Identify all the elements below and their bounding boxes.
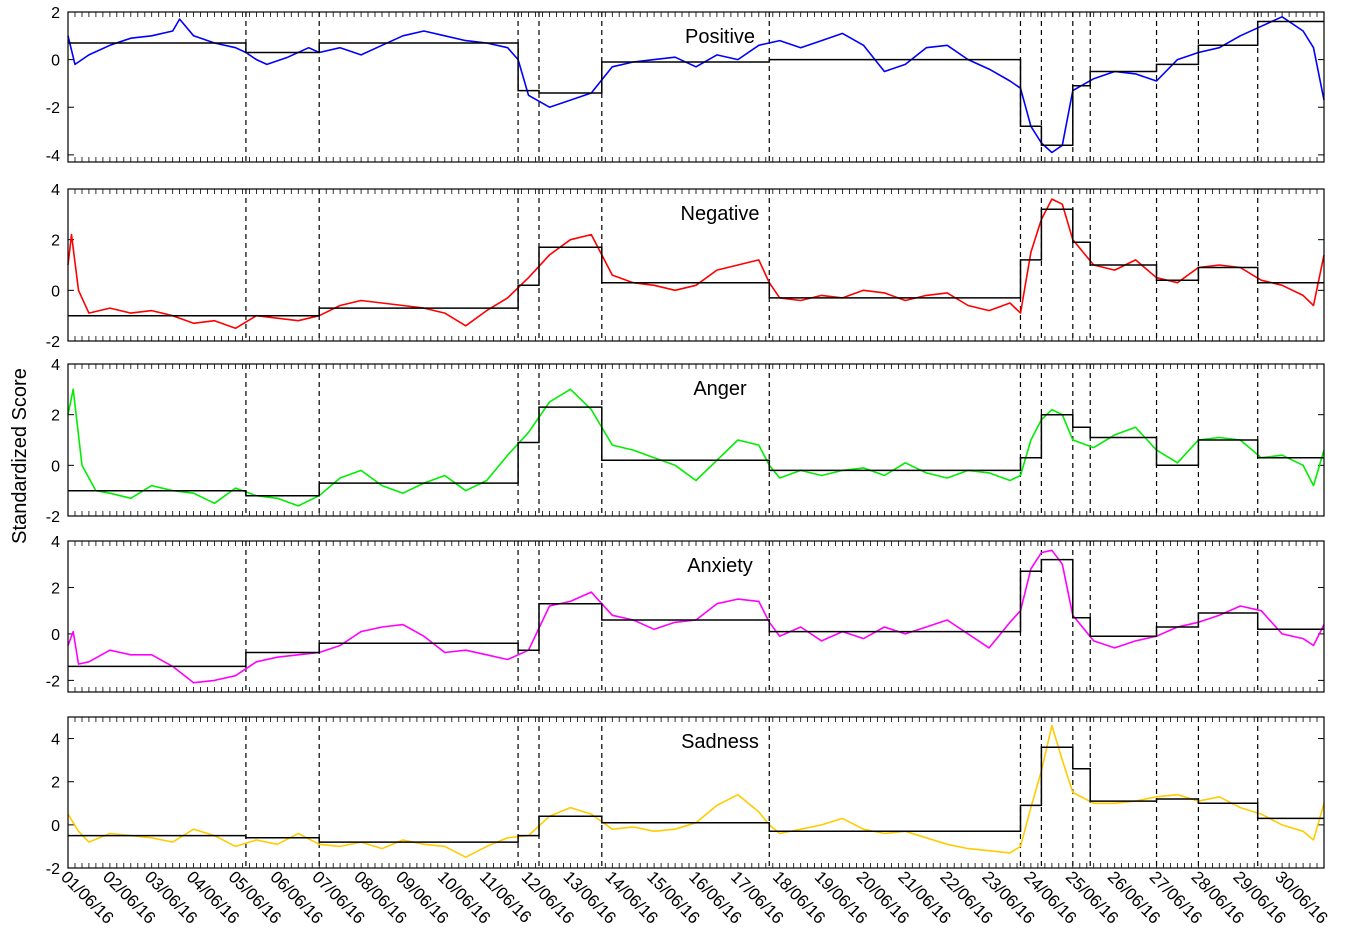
positive-ytick-label: -2 [46, 100, 60, 117]
sadness-series-line [67, 724, 1325, 859]
anxiety-title: Anxiety [687, 555, 753, 577]
negative-axes-frame [67, 188, 1325, 342]
negative-title: Negative [681, 203, 760, 225]
sadness-segment-means [68, 746, 1324, 843]
anger-panel: -2 0 2 4 Anger [46, 357, 1325, 526]
negative-ytick-label: -2 [46, 334, 60, 351]
anger-ytick-label: 0 [51, 458, 60, 475]
sadness-panel: -2 0 2 4 Sadness [46, 716, 1325, 878]
positive-ytick-label: 2 [51, 5, 60, 22]
negative-ytick-label: 0 [51, 283, 60, 300]
sadness-ytick-label: 0 [51, 818, 60, 835]
positive-title: Positive [685, 26, 755, 48]
sadness-ytick-label: 2 [51, 775, 60, 792]
negative-segment-means [68, 208, 1324, 317]
anxiety-segment-means [68, 558, 1324, 668]
anxiety-ytick-label: 4 [51, 534, 60, 551]
anxiety-axes-frame [67, 540, 1325, 693]
sadness-ytick-label: 4 [51, 732, 60, 749]
anger-ytick-label: 4 [51, 357, 60, 374]
x-axis-date-labels: 01/06/1602/06/1603/06/1604/06/1605/06/16… [57, 867, 1331, 927]
sadness-ytick-label: -2 [46, 861, 60, 878]
anger-title: Anger [693, 378, 747, 400]
anger-segment-means [68, 406, 1324, 497]
negative-panel: -2 0 2 4 Negative [46, 182, 1325, 351]
anxiety-ytick-label: 2 [51, 580, 60, 597]
negative-ytick-label: 4 [51, 182, 60, 199]
anxiety-series-line [67, 549, 1325, 684]
positive-ytick-label: -4 [46, 148, 60, 165]
positive-ytick-label: 0 [51, 53, 60, 70]
negative-ytick-label: 2 [51, 233, 60, 250]
positive-panel: -4 -2 0 2 Positive [46, 5, 1325, 165]
anxiety-panel: -2 0 2 4 Anxiety [46, 534, 1325, 693]
anxiety-ytick-label: -2 [46, 673, 60, 690]
anger-series-line [67, 388, 1325, 507]
positive-axes-frame [67, 11, 1325, 163]
positive-segment-means [68, 20, 1324, 147]
anger-ytick-label: 2 [51, 408, 60, 425]
anger-ytick-label: -2 [46, 509, 60, 526]
anger-axes-frame [67, 363, 1325, 517]
sadness-title: Sadness [681, 731, 759, 753]
sadness-axes-frame [67, 716, 1325, 869]
y-axis-label: Standardized Score [9, 368, 31, 544]
anxiety-ytick-label: 0 [51, 627, 60, 644]
